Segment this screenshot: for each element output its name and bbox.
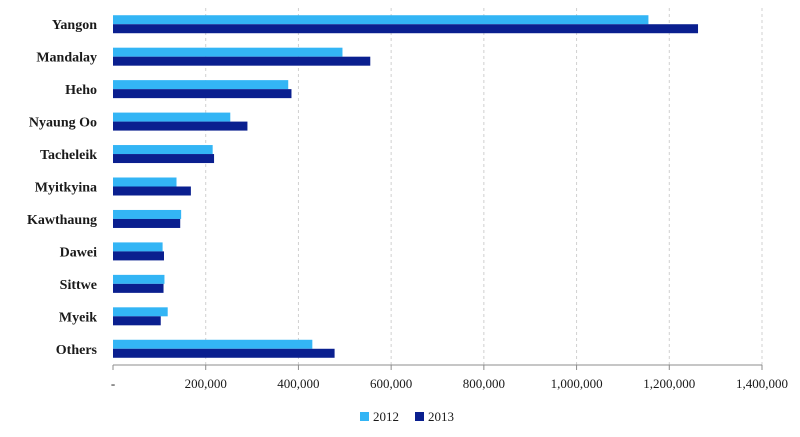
x-tick-label: 200,000 <box>185 376 227 391</box>
bar-2013-dawei <box>113 251 164 261</box>
x-axis-ticks: - 200,000 400,000 600,000 800,000 1,000,000 1,… <box>111 365 788 391</box>
bar-2013-sittwe <box>113 283 164 293</box>
x-tick-label: 400,000 <box>277 376 319 391</box>
x-tick-label: 1,000,000 <box>551 376 603 391</box>
bar-2012-others <box>113 339 313 349</box>
bars <box>113 15 699 358</box>
bar-2013-tacheleik <box>113 154 215 164</box>
bar-2013-kawthaung <box>113 218 181 228</box>
legend-swatch-2013 <box>415 412 424 421</box>
bar-2012-dawei <box>113 242 163 252</box>
category-label: Heho <box>65 83 97 98</box>
category-label: Myeik <box>59 310 97 325</box>
bar-2012-sittwe <box>113 274 165 284</box>
x-tick-label: 1,400,000 <box>736 376 788 391</box>
legend-swatch-2012 <box>360 412 369 421</box>
x-tick-label: 600,000 <box>370 376 412 391</box>
bar-2012-tacheleik <box>113 145 213 155</box>
x-tick-label: 800,000 <box>463 376 505 391</box>
bar-2013-myitkyina <box>113 186 191 196</box>
x-tick-label: 1,200,000 <box>643 376 695 391</box>
bar-2012-kawthaung <box>113 209 182 219</box>
category-label: Dawei <box>60 245 97 260</box>
bar-2013-heho <box>113 89 292 99</box>
category-label: Mandalay <box>36 51 97 66</box>
x-tick-label: - <box>111 376 115 391</box>
bar-2012-yangon <box>113 15 649 25</box>
bar-2013-others <box>113 348 335 358</box>
legend-label-2012: 2012 <box>373 409 399 424</box>
bar-2013-yangon <box>113 24 699 34</box>
category-label: Nyaung Oo <box>29 116 97 131</box>
bar-2012-myeik <box>113 307 168 317</box>
category-label: Myitkyina <box>35 181 97 196</box>
category-label: Kawthaung <box>27 213 97 228</box>
legend-label-2013: 2013 <box>428 409 454 424</box>
bar-2012-mandalay <box>113 47 343 57</box>
category-label: Sittwe <box>60 278 97 293</box>
bar-2013-mandalay <box>113 56 371 66</box>
category-label: Tacheleik <box>40 148 97 163</box>
bar-2013-myeik <box>113 316 161 326</box>
legend: 2012 2013 <box>360 409 454 424</box>
bar-2012-myitkyina <box>113 177 177 187</box>
bar-2012-heho <box>113 80 289 90</box>
bar-2012-nyaung-oo <box>113 112 231 122</box>
bar-2013-nyaung-oo <box>113 121 248 131</box>
category-label: Others <box>56 343 98 358</box>
category-label: Yangon <box>52 18 97 33</box>
y-axis-labels: Yangon Mandalay Heho Nyaung Oo Tacheleik Myit… <box>27 18 98 358</box>
